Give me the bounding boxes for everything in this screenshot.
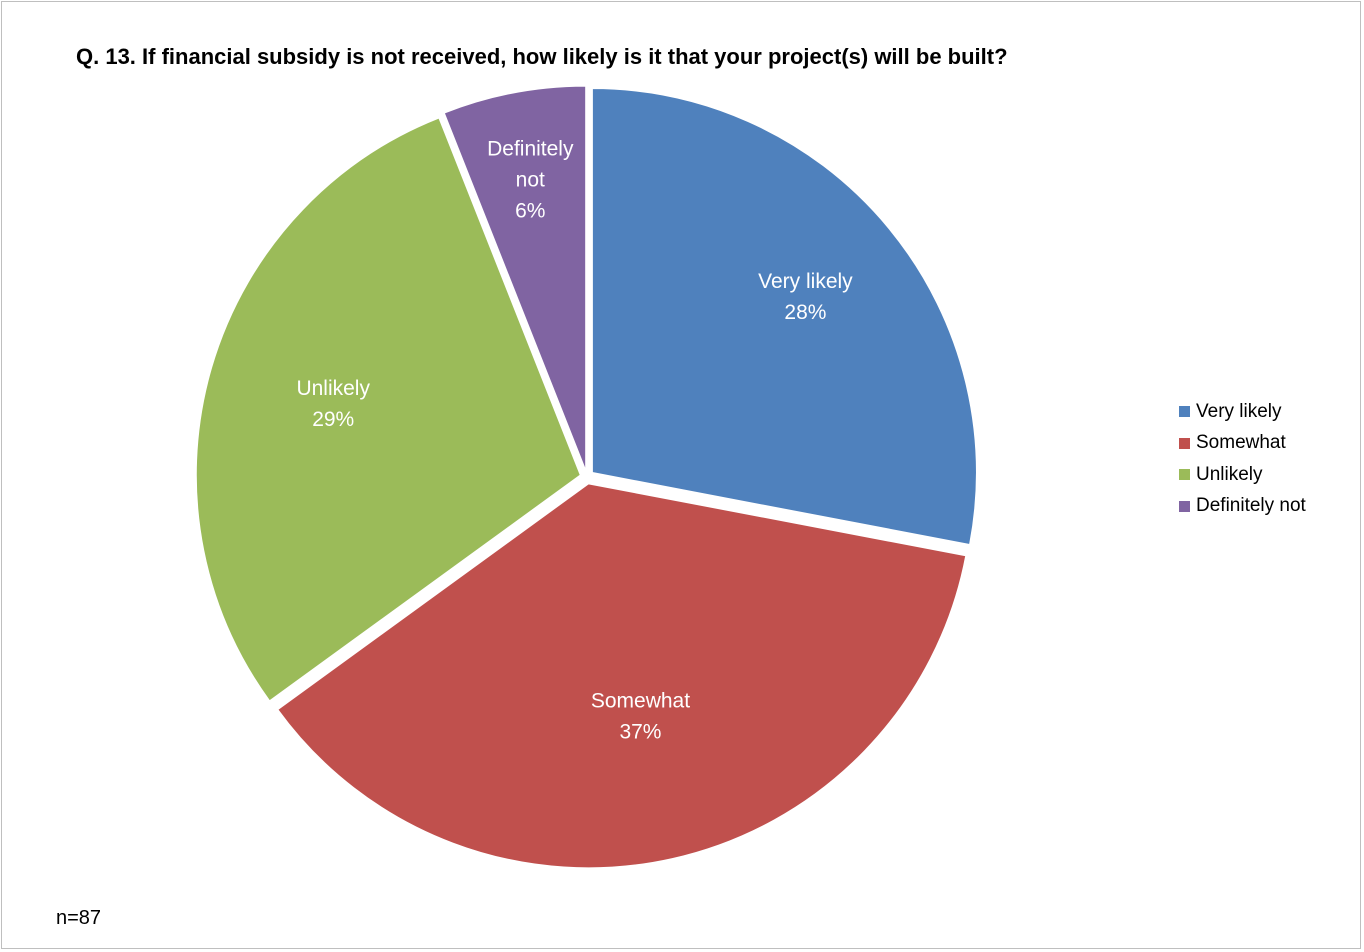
legend-label: Very likely [1196, 400, 1282, 422]
legend-label: Definitely not [1196, 495, 1306, 517]
chart-legend: Very likely Somewhat Unlikely Definitely no… [1179, 396, 1306, 522]
pie-slice-definitely-not [443, 85, 587, 471]
legend-swatch [1179, 500, 1190, 512]
legend-label: Somewhat [1196, 432, 1286, 454]
pie-slice-somewhat [277, 483, 967, 869]
pie-slice-very-likely [591, 88, 977, 546]
data-label-unlikely: Unlikely 29% [296, 377, 370, 431]
legend-item-somewhat: Somewhat [1179, 428, 1306, 460]
legend-item-definitely-not: Definitely not [1179, 491, 1306, 523]
legend-swatch [1179, 437, 1190, 449]
data-label-somewhat: Somewhat 37% [591, 690, 690, 744]
pie-slice-unlikely [195, 117, 581, 702]
legend-item-very-likely: Very likely [1179, 396, 1306, 428]
legend-swatch [1179, 469, 1190, 481]
data-label-very-likely: Very likely 28% [758, 270, 853, 324]
legend-label: Unlikely [1196, 463, 1263, 485]
legend-item-unlikely: Unlikely [1179, 459, 1306, 491]
legend-swatch [1179, 406, 1190, 418]
data-label-definitely-not: Definitely not 6% [487, 138, 574, 223]
sample-size-note: n=87 [56, 907, 102, 929]
chart-title: Q. 13. If financial subsidy is not recei… [76, 44, 1008, 69]
